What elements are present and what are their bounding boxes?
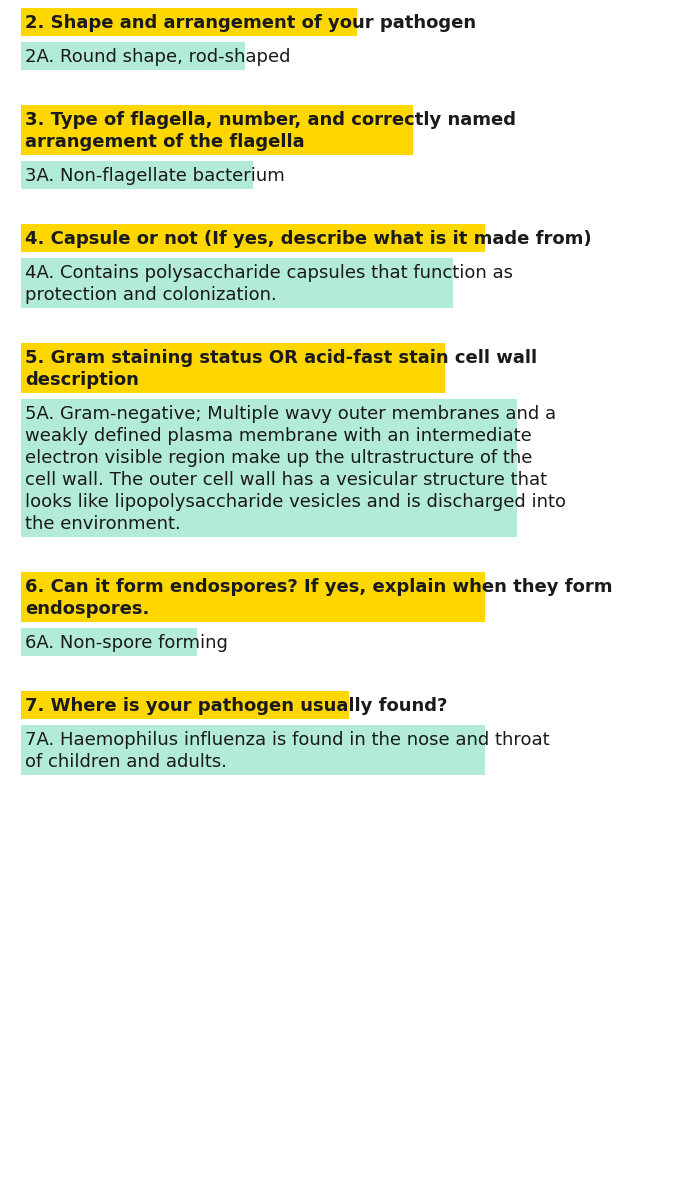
FancyBboxPatch shape xyxy=(21,398,517,538)
FancyBboxPatch shape xyxy=(21,725,484,775)
FancyBboxPatch shape xyxy=(21,572,484,622)
Text: 4A. Contains polysaccharide capsules that function as: 4A. Contains polysaccharide capsules tha… xyxy=(25,264,513,282)
Text: looks like lipopolysaccharide vesicles and is discharged into: looks like lipopolysaccharide vesicles a… xyxy=(25,493,566,511)
Text: 3A. Non-flagellate bacterium: 3A. Non-flagellate bacterium xyxy=(25,167,285,185)
FancyBboxPatch shape xyxy=(21,343,444,392)
Text: 7. Where is your pathogen usually found?: 7. Where is your pathogen usually found? xyxy=(25,697,447,715)
FancyBboxPatch shape xyxy=(21,161,253,188)
Text: electron visible region make up the ultrastructure of the: electron visible region make up the ultr… xyxy=(25,449,533,467)
Text: 5A. Gram-negative; Multiple wavy outer membranes and a: 5A. Gram-negative; Multiple wavy outer m… xyxy=(25,406,556,424)
Text: cell wall. The outer cell wall has a vesicular structure that: cell wall. The outer cell wall has a ves… xyxy=(25,472,547,490)
Text: endospores.: endospores. xyxy=(25,600,149,618)
Text: 6A. Non-spore forming: 6A. Non-spore forming xyxy=(25,634,228,652)
FancyBboxPatch shape xyxy=(21,8,357,36)
Text: arrangement of the flagella: arrangement of the flagella xyxy=(25,133,304,151)
Text: 4. Capsule or not (If yes, describe what is it made from): 4. Capsule or not (If yes, describe what… xyxy=(25,230,592,248)
FancyBboxPatch shape xyxy=(21,691,349,719)
FancyBboxPatch shape xyxy=(21,224,484,252)
Text: weakly defined plasma membrane with an intermediate: weakly defined plasma membrane with an i… xyxy=(25,427,532,445)
Text: protection and colonization.: protection and colonization. xyxy=(25,286,277,304)
Text: description: description xyxy=(25,371,139,389)
FancyBboxPatch shape xyxy=(21,258,453,308)
Text: the environment.: the environment. xyxy=(25,515,181,533)
Text: 3. Type of flagella, number, and correctly named: 3. Type of flagella, number, and correct… xyxy=(25,112,516,130)
Text: 5. Gram staining status OR acid-fast stain cell wall: 5. Gram staining status OR acid-fast sta… xyxy=(25,349,537,367)
Text: of children and adults.: of children and adults. xyxy=(25,754,227,772)
Text: 7A. Haemophilus influenza is found in the nose and throat: 7A. Haemophilus influenza is found in th… xyxy=(25,731,550,749)
Text: 2A. Round shape, rod-shaped: 2A. Round shape, rod-shaped xyxy=(25,48,290,66)
Text: 6. Can it form endospores? If yes, explain when they form: 6. Can it form endospores? If yes, expla… xyxy=(25,578,612,596)
FancyBboxPatch shape xyxy=(21,628,197,656)
Text: 2. Shape and arrangement of your pathogen: 2. Shape and arrangement of your pathoge… xyxy=(25,14,476,32)
FancyBboxPatch shape xyxy=(21,42,245,70)
FancyBboxPatch shape xyxy=(21,104,413,155)
